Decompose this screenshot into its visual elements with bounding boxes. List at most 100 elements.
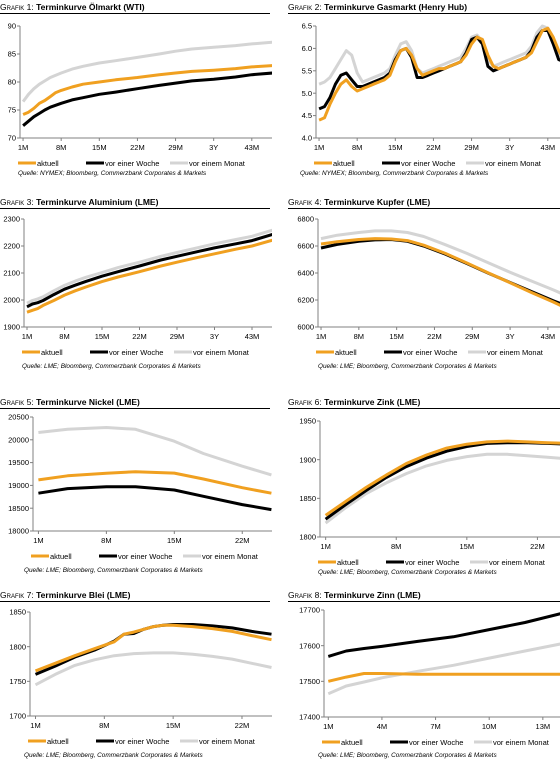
y-tick-label: 6000	[297, 323, 314, 332]
y-tick-label: 1850	[299, 494, 316, 503]
series-line-vor-einem-Monat	[327, 642, 560, 696]
x-tick-label: 8M	[56, 143, 66, 152]
source-note: Quelle: LME; Bloomberg, Commerzbank Corp…	[318, 569, 497, 576]
source-note: Quelle: LME; Bloomberg, Commerzbank Corp…	[24, 567, 203, 574]
chart-prefix: Grafik 3:	[0, 197, 34, 207]
y-tick-label: 5.0	[302, 89, 312, 98]
y-tick-label: 17600	[299, 641, 320, 650]
y-tick-label: 1700	[9, 712, 26, 721]
chart-panel-4: Grafik 4: Terminkurve Kupfer (LME) 6000 6…	[288, 197, 560, 387]
legend-label: vor einem Monat	[493, 738, 550, 747]
legend-label: aktuell	[341, 738, 363, 747]
title-rule	[288, 13, 560, 14]
x-tick-label: 43M	[541, 332, 556, 341]
legend-label: vor einer Woche	[405, 558, 459, 567]
series-line-vor-einem-Monat	[21, 40, 272, 103]
x-tick-label: 1M	[316, 332, 326, 341]
legend-label: vor einer Woche	[115, 737, 169, 746]
title-rule	[0, 601, 270, 602]
source-note: Quelle: LME; Bloomberg, Commerzbank Corp…	[24, 752, 203, 759]
legend-label: aktuell	[50, 552, 72, 561]
chart-title-text: Terminkurve Gasmarkt (Henry Hub)	[324, 2, 468, 12]
x-tick-label: 8M	[391, 542, 401, 551]
y-tick-label: 70	[8, 134, 16, 143]
x-tick-label: 3Y	[209, 143, 218, 152]
line-chart-5: 18000 18500 19000 19500 20000 20500 1M 8M 15M 22M…	[8, 413, 272, 561]
series-line-vor-einem-Monat	[38, 426, 272, 477]
chart-panel-6: Grafik 6: Terminkurve Zink (LME) 1800 185…	[288, 397, 560, 587]
chart-panel-8: Grafik 8: Terminkurve Zinn (LME) 17400 17…	[288, 590, 560, 764]
chart-prefix: Grafik 2:	[288, 2, 322, 12]
legend-label: vor einem Monat	[189, 159, 246, 168]
y-tick-label: 6200	[297, 296, 314, 305]
x-tick-label: 22M	[427, 332, 442, 341]
title-rule	[0, 408, 270, 409]
series-line-vor-einer-Woche	[327, 612, 560, 658]
chart-title-2: Grafik 2: Terminkurve Gasmarkt (Henry Hu…	[288, 2, 467, 12]
y-tick-label: 1850	[9, 608, 26, 617]
y-tick-label: 17700	[299, 606, 320, 615]
x-tick-label: 29M	[464, 143, 479, 152]
legend-label: aktuell	[335, 348, 357, 357]
x-tick-label: 1M	[18, 143, 28, 152]
x-tick-label: 8M	[59, 332, 69, 341]
chart-prefix: Grafik 5:	[0, 397, 34, 407]
y-tick-label: 75	[8, 106, 16, 115]
x-tick-label: 43M	[541, 143, 556, 152]
line-chart-6: 1800 1850 1900 1950 1M 8M 15M 22M aktuell vor ein…	[299, 417, 560, 567]
series-line-aktuell	[34, 623, 272, 673]
y-tick-label: 1800	[299, 533, 316, 542]
chart-title-7: Grafik 7: Terminkurve Blei (LME)	[0, 590, 130, 600]
y-tick-label: 6400	[297, 269, 314, 278]
x-tick-label: 43M	[245, 143, 260, 152]
legend-label: vor einer Woche	[109, 348, 163, 357]
legend-label: vor einer Woche	[403, 348, 457, 357]
title-rule	[288, 408, 560, 409]
x-tick-label: 22M	[130, 143, 145, 152]
chart-title-text: Terminkurve Blei (LME)	[36, 590, 131, 600]
y-tick-label: 20500	[8, 413, 29, 422]
line-chart-4: 6000 6200 6400 6600 6800 1M 8M 15M 22M 29M 3Y 43M ak…	[297, 215, 560, 357]
x-tick-label: 15M	[460, 542, 475, 551]
chart-title-text: Terminkurve Zink (LME)	[324, 397, 421, 407]
legend-label: vor einem Monat	[202, 552, 259, 561]
y-tick-label: 2000	[3, 296, 20, 305]
y-tick-label: 17400	[299, 713, 320, 722]
series-line-vor-einer-Woche	[38, 485, 272, 512]
x-tick-label: 3Y	[505, 143, 514, 152]
x-tick-label: 1M	[30, 721, 40, 730]
line-chart-1: 70 75 80 85 90 1M 8M 15M 22M 29M 3Y 43M aktuell vor e…	[8, 22, 272, 168]
chart-prefix: Grafik 7:	[0, 590, 34, 600]
y-tick-label: 2200	[3, 242, 20, 251]
y-tick-label: 1900	[3, 323, 20, 332]
y-tick-label: 18000	[8, 527, 29, 536]
line-chart-7: 1700 1750 1800 1850 1M 8M 15M 22M aktuell vor ein…	[9, 608, 272, 746]
x-tick-label: 1M	[22, 332, 32, 341]
source-note: Quelle: LME; Bloomberg, Commerzbank Corp…	[318, 752, 497, 759]
chart-title-6: Grafik 6: Terminkurve Zink (LME)	[288, 397, 420, 407]
series-line-vor-einem-Monat	[34, 651, 272, 687]
x-tick-label: 1M	[314, 143, 324, 152]
chart-title-8: Grafik 8: Terminkurve Zinn (LME)	[288, 590, 421, 600]
chart-panel-3: Grafik 3: Terminkurve Aluminium (LME) 19…	[0, 197, 272, 387]
y-tick-label: 6800	[297, 215, 314, 224]
x-tick-label: 3Y	[210, 332, 219, 341]
y-tick-label: 85	[8, 50, 16, 59]
legend-label: aktuell	[41, 348, 63, 357]
x-tick-label: 8M	[99, 721, 109, 730]
series-line-aktuell	[320, 237, 560, 307]
series-line-vor-einer-Woche	[22, 71, 272, 127]
x-tick-label: 15M	[92, 143, 107, 152]
series-line-vor-einer-Woche	[26, 232, 272, 309]
x-tick-label: 15M	[389, 332, 404, 341]
chart-panel-2: Grafik 2: Terminkurve Gasmarkt (Henry Hu…	[288, 2, 560, 192]
y-tick-label: 6.0	[302, 44, 312, 53]
chart-title-text: Terminkurve Aluminium (LME)	[36, 197, 159, 207]
x-tick-label: 22M	[132, 332, 147, 341]
x-tick-label: 8M	[352, 143, 362, 152]
x-tick-label: 8M	[354, 332, 364, 341]
series-line-vor-einem-Monat	[26, 228, 272, 305]
title-rule	[288, 601, 560, 602]
x-tick-label: 22M	[235, 721, 250, 730]
y-tick-label: 80	[8, 78, 16, 87]
